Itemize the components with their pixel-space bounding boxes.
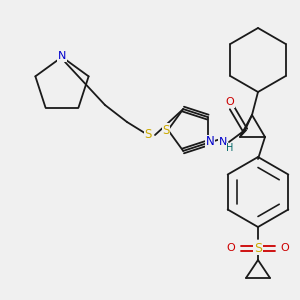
Text: N: N <box>219 137 227 147</box>
Text: O: O <box>226 97 234 107</box>
Text: S: S <box>144 128 152 142</box>
Text: O: O <box>226 243 236 253</box>
Text: N: N <box>206 135 214 148</box>
Text: H: H <box>226 143 234 153</box>
Text: O: O <box>280 243 290 253</box>
Text: S: S <box>254 242 262 254</box>
Text: S: S <box>162 124 170 136</box>
Text: N: N <box>58 51 66 61</box>
Polygon shape <box>240 130 247 137</box>
